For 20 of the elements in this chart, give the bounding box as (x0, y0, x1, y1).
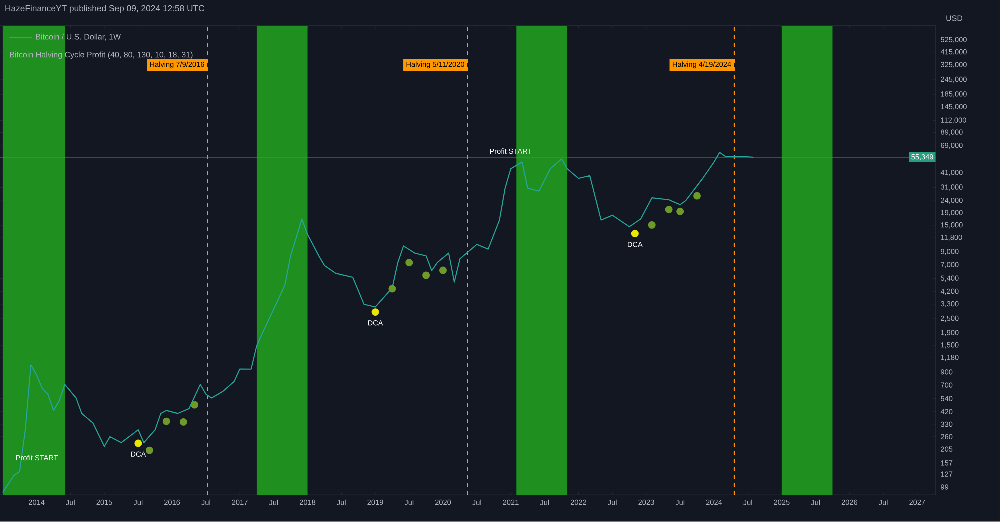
point (665, 206, 673, 214)
point (676, 208, 684, 216)
point (191, 401, 199, 409)
point (648, 222, 656, 229)
point (406, 259, 414, 267)
point (388, 285, 396, 293)
text: Bitcoin Halving Cycle Profit (40, 80, 130, 10, 18, 31) (10, 52, 193, 60)
point (146, 446, 154, 454)
y-axis-title: USD (946, 16, 963, 22)
point (694, 192, 701, 200)
point (440, 266, 447, 274)
point (372, 308, 380, 316)
point (422, 272, 430, 280)
chart-title: HazeFinanceYT published Sep 09, 2024 12:58 UTC (6, 5, 204, 14)
line-series (2, 152, 754, 494)
legend-label: Bitcoin / U.S. Dollar, 1W (36, 34, 122, 41)
point (180, 418, 188, 426)
point (162, 418, 170, 426)
point (631, 230, 639, 238)
point (134, 440, 142, 448)
